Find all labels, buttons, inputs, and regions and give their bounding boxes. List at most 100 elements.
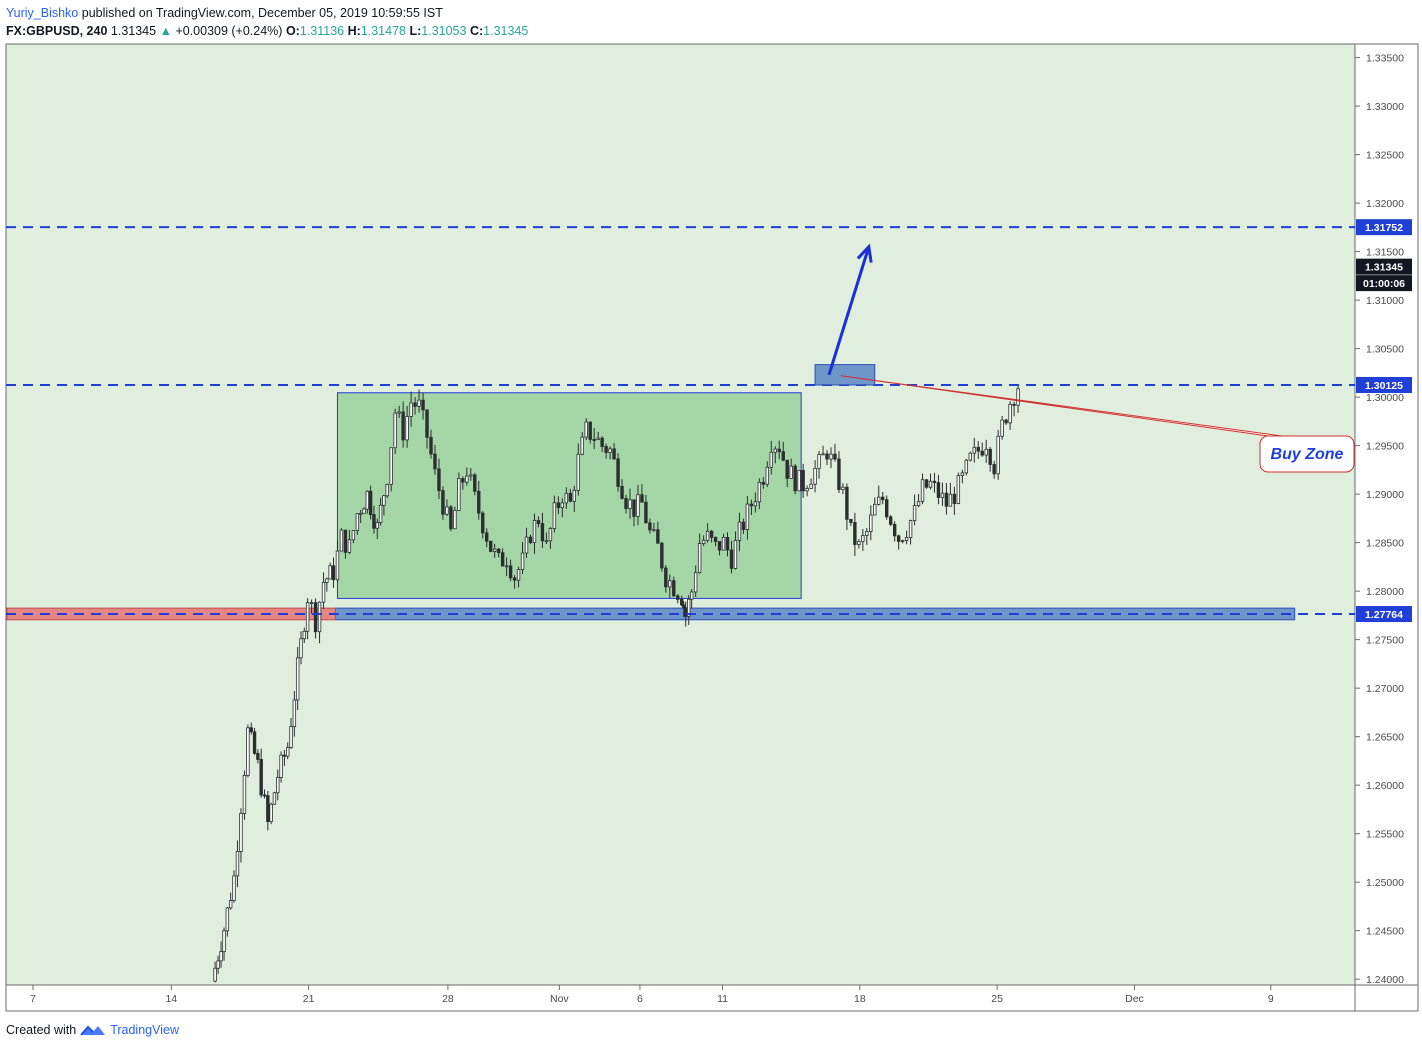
candle-body [620,485,624,499]
publish-line: Yuriy_Bishko published on TradingView.co… [6,4,528,22]
candle-body [335,550,340,581]
candle-body [372,514,376,529]
candle-body [461,478,465,483]
candle-body [397,411,401,414]
candle-body [425,409,429,438]
y-tick-label: 1.28000 [1366,586,1404,598]
candle-body [721,536,726,551]
candle-body [592,439,596,441]
candle-body [636,494,640,517]
candle-body [976,446,980,452]
candle-body [249,727,253,733]
candle-body [797,469,801,492]
candle-body [289,726,293,748]
candle-body [266,795,270,822]
tradingview-brand[interactable]: TradingView [110,1023,179,1037]
price-label-text: 1.31752 [1365,222,1403,234]
candle-body [313,602,318,633]
buy-zone-rect[interactable] [814,364,876,386]
price-label-text: 1.30125 [1365,380,1403,392]
candle-body [761,481,766,485]
y-tick-label: 1.32000 [1366,198,1404,210]
candle-body [924,479,929,488]
candle-body [568,492,572,502]
candle-body [524,536,529,554]
candle-body [584,421,588,438]
candle-body [648,522,652,531]
candle-body [1008,403,1012,424]
candle-body [409,402,413,417]
y-tick-label: 1.26500 [1366,732,1404,744]
candle-body [259,759,263,796]
candle-body [239,812,243,852]
candle-body [488,540,493,552]
candle-body [697,543,702,573]
candle-body [355,513,360,532]
candle-body [219,951,223,962]
price-label-badge [1356,219,1412,236]
candle-body [228,900,233,909]
candle-body [596,437,600,440]
candle-body [781,451,785,461]
candle-body [477,490,481,514]
candle-body [305,602,310,632]
buy-zone-label: Buy Zone [1271,446,1344,463]
candle-body [628,499,632,509]
candle-body [516,569,521,581]
y-tick-label: 1.25500 [1366,829,1404,841]
x-tick-label: 9 [1268,993,1274,1005]
candle-body [689,591,694,600]
candle-body [469,474,473,477]
y-tick-label: 1.27500 [1366,635,1404,647]
change-value: +0.00309 (+0.24%) [175,24,283,38]
candle-body [536,520,541,524]
candle-body [540,523,545,542]
candle-body [331,565,336,581]
author-link[interactable]: Yuriy_Bishko [6,6,79,20]
candle-body [837,458,841,490]
candle-body [580,436,584,455]
candle-body [528,536,533,543]
candle-body [358,512,363,515]
candle-body [282,754,287,757]
candle-body [737,521,742,541]
low-value: 1.31053 [421,24,467,38]
candle-body [235,851,240,877]
high-value: 1.31478 [360,24,406,38]
candle-body [453,510,457,530]
candle-body [928,480,933,488]
candle-body [849,518,853,523]
candle-body [1000,419,1004,437]
candle-body [833,453,837,460]
candle-body [885,499,889,518]
candle-body [660,542,664,569]
candle-body [552,502,557,529]
candle-body [644,501,648,524]
candle-body [500,552,505,567]
candle-body [988,448,992,465]
candle-body [713,536,718,542]
candle-body [932,480,937,483]
candle-body [817,454,821,469]
candle-body [960,472,965,476]
callout-box[interactable] [1259,435,1355,473]
candle-body [328,565,332,580]
candle-body [676,595,680,600]
candle-body [805,488,809,492]
price-label-text: 1.27764 [1365,609,1403,621]
candle-body [640,494,644,503]
candle-body [588,421,592,440]
candle-body [262,794,267,797]
candle-body [437,468,441,491]
last-price: 1.31345 [110,24,157,38]
candle-body [749,503,754,507]
candle-body [992,464,996,475]
candle-body [368,490,373,515]
trend-arrow-shaft[interactable] [827,246,871,376]
candle-body [608,448,612,453]
candle-body [944,492,949,507]
candle-body [920,479,925,502]
candle-body [888,516,893,525]
candle-body [968,452,972,461]
